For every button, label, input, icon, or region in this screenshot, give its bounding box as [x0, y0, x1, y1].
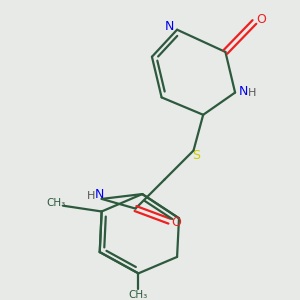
Text: H: H	[86, 191, 95, 201]
Text: N: N	[94, 188, 104, 201]
Text: O: O	[256, 13, 266, 26]
Text: S: S	[192, 149, 200, 162]
Text: N: N	[239, 85, 248, 98]
Text: CH₃: CH₃	[129, 290, 148, 300]
Text: H: H	[248, 88, 256, 98]
Text: CH₃: CH₃	[46, 198, 65, 208]
Text: N: N	[164, 20, 174, 33]
Text: O: O	[171, 216, 181, 229]
